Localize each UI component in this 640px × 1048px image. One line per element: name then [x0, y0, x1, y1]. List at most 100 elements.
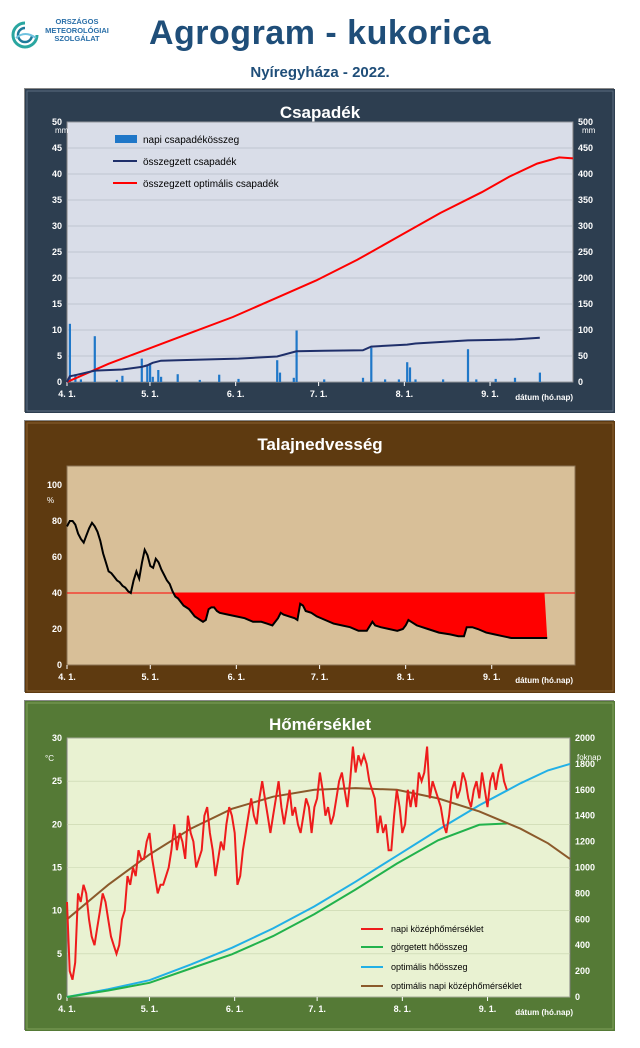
precip-bar	[276, 360, 279, 382]
y-right-tick-label: 1000	[575, 863, 595, 873]
y-right-tick-label: 50	[578, 351, 588, 361]
y-left-tick-label: 15	[52, 299, 62, 309]
legend-swatch-daily-precip	[115, 135, 137, 143]
precip-left-unit: mm	[55, 126, 69, 135]
precip-bar	[151, 376, 154, 382]
temp-panel-border	[26, 702, 614, 1030]
y-tick-label: 100	[47, 480, 62, 490]
x-tick-label: 9. 1.	[481, 389, 499, 399]
precip-bar	[406, 362, 409, 382]
precip-bar	[323, 379, 326, 382]
y-right-tick-label: 1600	[575, 785, 595, 795]
precip-legend: napi csapadékösszeg összegzett csapadék …	[113, 135, 280, 190]
y-right-tick-label: 0	[575, 992, 580, 1002]
soil-left-unit: %	[47, 496, 54, 505]
x-tick-label: 5. 1.	[141, 1004, 159, 1014]
precip-bar	[149, 363, 152, 382]
precip-panel-border	[26, 90, 614, 412]
x-tick-label: 4. 1.	[58, 672, 76, 682]
legend-label-opt-daily: optimális napi középhőmérséklet	[391, 981, 522, 991]
page-title: Agrogram - kukorica	[148, 14, 492, 52]
precip-bar	[397, 379, 400, 382]
temp-optimal-heat-sum-line	[66, 762, 571, 998]
precip-x-label: dátum (hó.nap)	[515, 393, 573, 402]
precip-bar	[237, 378, 240, 382]
precip-bar	[157, 370, 160, 382]
omsz-logo: ORSZÁGOS METEOROLÓGIAI SZOLGÁLAT	[10, 17, 130, 58]
soil-moisture-panel: Talajnedvesség 0 20 40 60 80 100 4. 1. 5. 1. 6.…	[24, 420, 615, 693]
y-right-tick-label: 500	[578, 117, 593, 127]
y-right-tick-label: 200	[575, 966, 590, 976]
soil-title: Talajnedvesség	[257, 435, 382, 454]
omsz-logo-icon	[11, 21, 39, 49]
y-right-tick-label: 0	[578, 377, 583, 387]
y-left-tick-label: 35	[52, 195, 62, 205]
precip-bar	[384, 379, 387, 382]
soil-moisture-line	[66, 520, 548, 639]
x-tick-label: 4. 1.	[58, 389, 76, 399]
soil-x-label: dátum (hó.nap)	[515, 676, 573, 685]
y-left-tick-label: 25	[52, 776, 62, 786]
y-right-tick-label: 800	[575, 888, 590, 898]
y-right-tick-label: 600	[575, 914, 590, 924]
y-right-tick-label: 2000	[575, 733, 595, 743]
precip-bar	[494, 378, 497, 382]
page-subtitle: Nyíregyháza - 2022.	[250, 64, 390, 81]
y-left-tick-label: 5	[57, 351, 62, 361]
y-tick-label: 80	[52, 516, 62, 526]
y-right-tick-label: 250	[578, 247, 593, 257]
y-left-tick-label: 25	[52, 247, 62, 257]
y-left-tick-label: 20	[52, 273, 62, 283]
soil-panel-border	[26, 422, 614, 692]
temperature-chart: Hőmérséklet 0 5 10 15 20 25 30 0 200 400 600 800 10…	[25, 701, 615, 1031]
precip-bar	[475, 379, 478, 382]
y-right-tick-label: 1400	[575, 811, 595, 821]
y-right-tick-label: 300	[578, 221, 593, 231]
y-tick-label: 40	[52, 588, 62, 598]
y-right-tick-label: 1200	[575, 837, 595, 847]
soil-moisture-chart: Talajnedvesség 0 20 40 60 80 100 4. 1. 5. 1. 6.…	[25, 421, 615, 693]
precip-bar	[218, 374, 221, 382]
precip-bar	[292, 377, 295, 382]
precip-bar	[361, 377, 365, 382]
precip-optimal-cumulative-line	[66, 156, 574, 383]
x-tick-label: 7. 1.	[308, 1004, 326, 1014]
precipitation-chart: Csapadék 0 5 10 15 20 25 30 35 40 45 50 0 50 100 150 2…	[25, 89, 615, 413]
soil-y-ticks: 0 20 40 60 80 100	[47, 480, 62, 670]
precip-bar	[198, 379, 201, 382]
y-right-tick-label: 200	[578, 273, 593, 283]
precip-bar	[93, 336, 96, 382]
y-left-tick-label: 20	[52, 819, 62, 829]
y-left-tick-label: 30	[52, 733, 62, 743]
precip-y-left-ticks: 0 5 10 15 20 25 30 35 40 45 50	[52, 117, 62, 387]
precip-bar	[513, 377, 517, 382]
y-tick-label: 60	[52, 552, 62, 562]
precip-bar	[115, 379, 118, 382]
y-left-tick-label: 0	[57, 992, 62, 1002]
x-tick-label: 8. 1.	[397, 672, 415, 682]
precip-bar	[160, 376, 163, 382]
x-tick-label: 8. 1.	[394, 1004, 412, 1014]
legend-label-opt-sum: optimális hőösszeg	[391, 962, 468, 972]
y-left-tick-label: 45	[52, 143, 62, 153]
y-left-tick-label: 0	[57, 377, 62, 387]
y-tick-label: 0	[57, 660, 62, 670]
precip-bar	[408, 367, 412, 382]
precip-bar	[278, 372, 282, 382]
legend-label-opt-precip: összegzett optimális csapadék	[143, 179, 280, 190]
precip-bar	[121, 375, 124, 382]
y-right-tick-label: 1800	[575, 759, 595, 769]
legend-label-daily-precip: napi csapadékösszeg	[143, 135, 239, 146]
temp-x-label: dátum (hó.nap)	[515, 1008, 573, 1017]
y-right-tick-label: 450	[578, 143, 593, 153]
legend-label-cum-precip: összegzett csapadék	[143, 157, 237, 168]
temp-left-unit: °C	[45, 754, 54, 763]
x-tick-label: 7. 1.	[310, 389, 328, 399]
x-tick-label: 8. 1.	[396, 389, 414, 399]
y-left-tick-label: 10	[52, 325, 62, 335]
temp-x-ticks: 4. 1. 5. 1. 6. 1. 7. 1. 8. 1. 9. 1.	[58, 997, 496, 1014]
temp-y-right-ticks: 0 200 400 600 800 1000 1200 1400 1600 1800 2000	[575, 733, 595, 1002]
temp-daily-mean-line	[66, 746, 508, 981]
x-tick-label: 6. 1.	[226, 1004, 244, 1014]
temp-rolling-heat-sum-line	[66, 822, 507, 998]
